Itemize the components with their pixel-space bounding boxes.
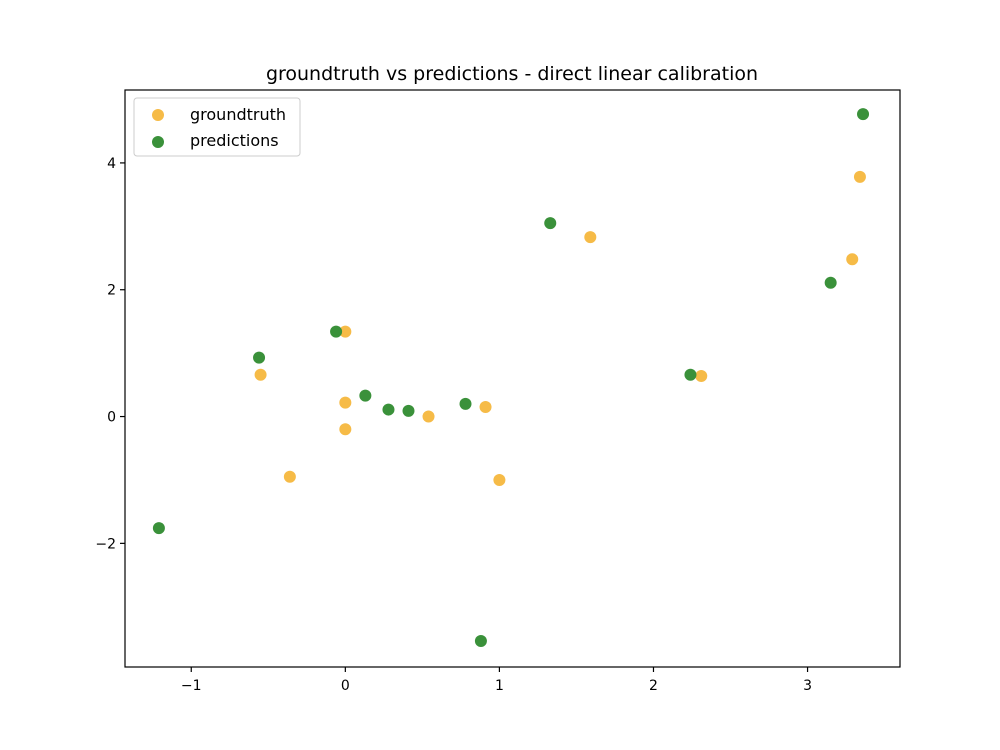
groundtruth-point [584, 231, 597, 244]
plot-area-frame [124, 89, 901, 668]
x-tick-label: 2 [649, 678, 658, 694]
groundtruth-point [339, 325, 352, 338]
groundtruth-point [254, 368, 267, 381]
y-tick-label: 0 [107, 410, 116, 426]
x-tick-label: −1 [181, 678, 202, 694]
predictions-point [382, 403, 395, 416]
axis-ticks: −1 0 1 2 3 −2 0 2 4 [95, 156, 812, 694]
groundtruth-point [695, 369, 708, 382]
groundtruth-point [422, 410, 435, 423]
predictions-point [152, 522, 165, 535]
groundtruth-point [846, 253, 859, 266]
legend-box [133, 97, 301, 157]
series-predictions [152, 108, 870, 648]
predictions-point [359, 389, 372, 402]
x-tick-label: 3 [803, 678, 812, 694]
legend-marker-predictions [152, 136, 164, 148]
predictions-point [684, 368, 697, 381]
x-tick-label: 1 [495, 678, 504, 694]
legend-marker-groundtruth [152, 109, 164, 121]
chart-title: groundtruth vs predictions - direct line… [266, 63, 758, 85]
legend-label-predictions: predictions [190, 131, 279, 150]
legend: groundtruth predictions [133, 97, 301, 157]
groundtruth-point [339, 396, 352, 409]
predictions-point [824, 276, 837, 289]
groundtruth-point [283, 470, 296, 483]
predictions-point [544, 217, 557, 230]
y-tick-label: 2 [107, 283, 116, 299]
groundtruth-point [853, 170, 866, 183]
predictions-point [474, 635, 487, 648]
legend-label-groundtruth: groundtruth [190, 105, 286, 124]
predictions-point [857, 108, 870, 121]
x-tick-label: 0 [341, 678, 350, 694]
series-groundtruth [254, 170, 866, 486]
predictions-point [402, 404, 415, 417]
predictions-point [459, 397, 472, 410]
groundtruth-point [479, 401, 492, 414]
predictions-point [330, 325, 343, 338]
data-points [152, 108, 870, 648]
y-tick-label: 4 [107, 156, 116, 172]
y-tick-label: −2 [95, 536, 116, 552]
groundtruth-point [493, 473, 506, 486]
predictions-point [253, 351, 266, 364]
groundtruth-point [339, 423, 352, 436]
